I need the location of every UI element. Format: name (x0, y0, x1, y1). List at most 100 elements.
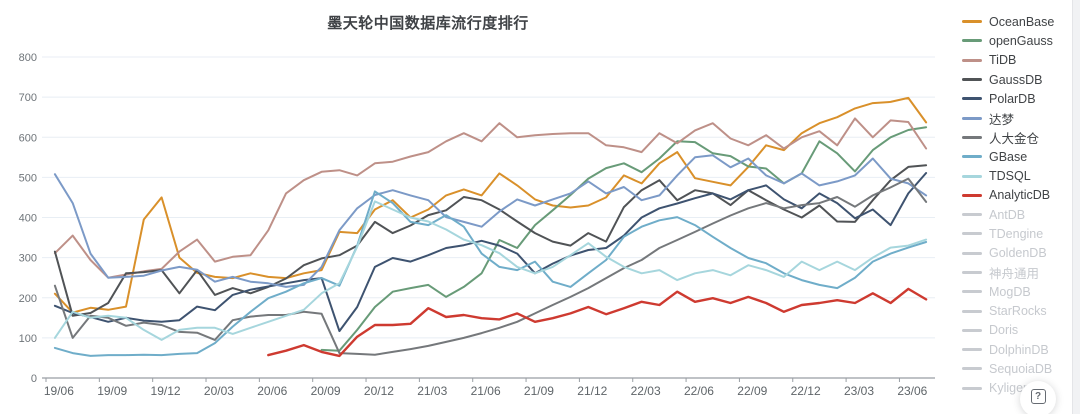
x-axis-label: 21/06 (471, 384, 501, 398)
legend-swatch (962, 213, 982, 217)
legend-label: StarRocks (989, 304, 1047, 319)
y-axis-label: 700 (19, 92, 37, 104)
legend-item-人大金仓[interactable]: 人大金仓 (962, 128, 1074, 147)
legend-swatch (962, 155, 982, 159)
legend-swatch (962, 58, 982, 62)
legend-item-神舟通用[interactable]: 神舟通用 (962, 263, 1074, 282)
legend-label: DolphinDB (989, 342, 1049, 357)
legend-label: GBase (989, 149, 1028, 164)
legend-item-openGauss[interactable]: openGauss (962, 31, 1074, 50)
legend-item-Kyligence[interactable]: Kyligence (962, 379, 1074, 398)
legend-swatch (962, 39, 982, 43)
legend-item-SequoiaDB[interactable]: SequoiaDB (962, 359, 1074, 378)
y-axis-label: 500 (19, 172, 37, 184)
legend-label: SequoiaDB (989, 361, 1053, 376)
legend-label: GoldenDB (989, 246, 1047, 261)
legend-item-OceanBase[interactable]: OceanBase (962, 12, 1074, 31)
legend-swatch (962, 20, 982, 24)
legend-item-Doris[interactable]: Doris (962, 321, 1074, 340)
legend-label: openGauss (989, 33, 1053, 48)
legend-swatch (962, 135, 982, 139)
legend-swatch (962, 309, 982, 313)
x-axis-label: 21/03 (417, 384, 447, 398)
legend-swatch (962, 367, 982, 371)
series-line-达梦 (53, 154, 928, 288)
legend-label: GaussDB (989, 72, 1043, 87)
legend-item-TiDB[interactable]: TiDB (962, 51, 1074, 70)
x-axis-label: 19/09 (97, 384, 127, 398)
legend-swatch (962, 116, 982, 120)
y-axis-label: 800 (19, 52, 37, 64)
legend-swatch (962, 78, 982, 82)
x-axis-label: 22/09 (737, 384, 767, 398)
legend-item-TDSQL[interactable]: TDSQL (962, 166, 1074, 185)
legend-item-PolarDB[interactable]: PolarDB (962, 89, 1074, 108)
question-icon: ? (1030, 388, 1046, 404)
series-line-GBase (53, 190, 928, 357)
legend-swatch (962, 174, 982, 178)
y-axis-label: 400 (19, 213, 37, 225)
legend-item-TDengine[interactable]: TDengine (962, 224, 1074, 243)
x-axis-label: 22/03 (631, 384, 661, 398)
x-axis-label: 19/06 (44, 384, 74, 398)
legend-swatch (962, 348, 982, 352)
y-axis-label: 300 (19, 253, 37, 265)
legend-item-GaussDB[interactable]: GaussDB (962, 70, 1074, 89)
series-line-人大金仓 (53, 177, 928, 356)
x-axis-label: 20/06 (257, 384, 287, 398)
legend-label: PolarDB (989, 91, 1036, 106)
x-axis-label: 21/12 (577, 384, 607, 398)
x-axis-label: 23/03 (844, 384, 874, 398)
series-line-AnalyticDB (267, 287, 928, 358)
legend-label: TDengine (989, 226, 1044, 241)
legend-label: OceanBase (989, 14, 1055, 29)
legend-swatch (962, 328, 982, 332)
series-line-TiDB (53, 117, 928, 279)
legend-swatch (962, 97, 982, 101)
x-axis-label: 20/12 (364, 384, 394, 398)
legend-swatch (962, 386, 982, 390)
series-line-PolarDB (53, 172, 928, 333)
series-line-openGauss (320, 126, 928, 352)
y-axis-label: 600 (19, 132, 37, 144)
series-line-TDSQL (53, 200, 928, 341)
legend-label: 达梦 (989, 112, 1015, 127)
legend-label: AntDB (989, 207, 1026, 222)
legend-label: 神舟通用 (989, 267, 1040, 281)
legend-swatch (962, 232, 982, 236)
legend-label: 人大金仓 (989, 131, 1040, 146)
legend-item-GBase[interactable]: GBase (962, 147, 1074, 166)
help-button[interactable]: ? (1020, 381, 1056, 414)
legend-swatch (962, 193, 982, 197)
x-axis-label: 23/06 (897, 384, 927, 398)
chart-title: 墨天轮中国数据库流行度排行 (327, 15, 529, 32)
legend-label: Doris (989, 323, 1019, 338)
legend-item-MogDB[interactable]: MogDB (962, 282, 1074, 301)
legend-swatch (962, 290, 982, 294)
legend-item-AnalyticDB[interactable]: AnalyticDB (962, 186, 1074, 205)
x-axis-label: 21/09 (524, 384, 554, 398)
legend-item-StarRocks[interactable]: StarRocks (962, 301, 1074, 320)
legend-item-达梦[interactable]: 达梦 (962, 108, 1074, 127)
legend-swatch (962, 251, 982, 255)
legend-swatch (962, 271, 982, 274)
legend-label: TiDB (989, 53, 1017, 68)
x-axis-label: 22/06 (684, 384, 714, 398)
legend-item-DolphinDB[interactable]: DolphinDB (962, 340, 1074, 359)
y-axis-label: 100 (19, 333, 37, 345)
legend-label: MogDB (989, 284, 1031, 299)
x-axis-label: 19/12 (151, 384, 181, 398)
x-axis-label: 20/09 (311, 384, 341, 398)
chart-legend: OceanBase openGauss TiDB GaussDB PolarDB 达梦人大… (962, 12, 1074, 398)
legend-item-GoldenDB[interactable]: GoldenDB (962, 244, 1074, 263)
legend-label: TDSQL (989, 169, 1031, 184)
series-line-GaussDB (53, 164, 928, 317)
line-chart-canvas: 0 100 200 300 400 500 600 700 800 19/06 19/09 19/12… (19, 52, 935, 398)
x-axis-label: 22/12 (791, 384, 821, 398)
legend-item-AntDB[interactable]: AntDB (962, 205, 1074, 224)
legend-label: AnalyticDB (989, 188, 1051, 203)
right-edge-strip (1072, 0, 1080, 414)
x-axis-label: 20/03 (204, 384, 234, 398)
y-axis-label: 0 (31, 373, 37, 385)
